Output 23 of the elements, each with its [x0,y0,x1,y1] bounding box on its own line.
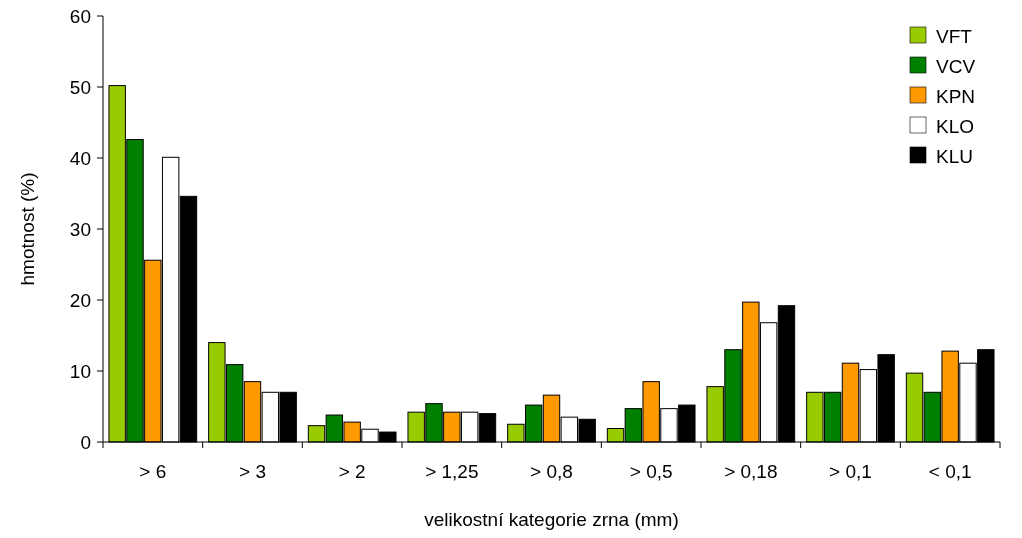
x-tick-label: < 0,1 [928,461,972,482]
x-tick-label: > 6 [139,461,167,482]
x-tick-label: > 0,1 [829,461,872,482]
x-tick-label: > 2 [338,461,366,482]
legend-label: VFT [936,25,973,47]
y-tick-label: 60 [69,5,91,27]
legend-label: KLO [936,115,975,137]
x-tick-label: > 0,8 [530,461,573,482]
y-tick-label: 40 [69,147,91,169]
y-tick-label: 50 [69,76,91,98]
x-tick-label: > 0,18 [724,461,778,482]
y-tick-label: 10 [69,360,91,382]
x-tick-label: > 3 [239,461,266,482]
legend-label: KLU [936,145,973,167]
legend-label: KPN [936,85,976,107]
x-tick-label: > 1,25 [425,461,479,482]
y-tick-label: 0 [80,431,91,453]
x-axis-title: velikostní kategorie zrna (mm) [424,509,679,530]
y-tick-label: 20 [69,289,91,311]
legend-label: VCV [936,55,976,77]
x-tick-label: > 0,5 [629,461,673,482]
y-axis-title: hmotnost (%) [17,172,38,286]
y-tick-label: 30 [69,218,91,240]
